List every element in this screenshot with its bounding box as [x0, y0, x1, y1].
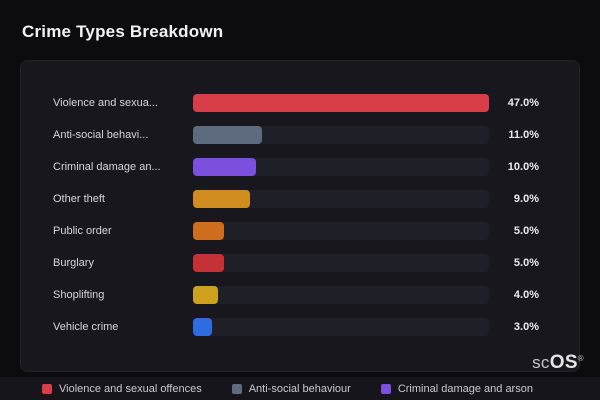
page-title: Crime Types Breakdown	[22, 22, 224, 41]
bar-track	[193, 126, 489, 144]
logo-text-bold: OS	[549, 352, 578, 373]
value-label: 47.0%	[507, 97, 539, 109]
chart-row: Vehicle crime 3.0%	[53, 318, 539, 336]
scos-logo: scOS®	[532, 352, 584, 374]
chart-card: Violence and sexua... 47.0% Anti-social …	[20, 60, 580, 372]
value-label: 9.0%	[513, 193, 539, 205]
bar[interactable]	[193, 94, 489, 112]
category-label: Shoplifting	[53, 289, 105, 301]
chart-row: Shoplifting 4.0%	[53, 286, 539, 304]
category-label: Burglary	[53, 257, 94, 269]
legend-label: Anti-social behaviour	[248, 382, 351, 395]
legend-item[interactable]: Violence and sexual offences	[42, 383, 202, 395]
legend-swatch-icon	[380, 383, 391, 394]
legend-item[interactable]: Anti-social behaviour	[231, 382, 351, 395]
bar[interactable]	[193, 286, 219, 304]
chart-row: Criminal damage an... 10.0%	[53, 158, 539, 176]
chart-row: Violence and sexua... 47.0%	[53, 94, 539, 112]
category-label: Violence and sexua...	[53, 97, 158, 109]
bar-track	[193, 254, 489, 272]
legend-item[interactable]: Criminal damage and arson	[380, 382, 533, 395]
registered-mark: ®	[577, 354, 584, 364]
bar[interactable]	[193, 222, 225, 240]
value-label: 5.0%	[513, 225, 539, 237]
bar[interactable]	[193, 254, 225, 272]
bar[interactable]	[193, 158, 256, 176]
chart-legend: Violence and sexual offences Anti-social…	[0, 377, 600, 400]
bar-track	[193, 318, 489, 336]
value-label: 3.0%	[513, 321, 539, 333]
category-label: Anti-social behavi...	[53, 129, 149, 141]
legend-label: Violence and sexual offences	[59, 382, 202, 395]
bar[interactable]	[193, 318, 212, 336]
chart-row: Other theft 9.0%	[53, 190, 539, 208]
chart-row: Anti-social behavi... 11.0%	[53, 126, 539, 144]
value-label: 4.0%	[513, 289, 539, 301]
bar-track	[193, 190, 489, 208]
bar-track	[193, 158, 489, 176]
chart-row: Burglary 5.0%	[53, 254, 539, 272]
value-label: 5.0%	[513, 257, 539, 269]
bar[interactable]	[193, 190, 250, 208]
value-label: 10.0%	[507, 161, 539, 173]
chart-row: Public order 5.0%	[53, 222, 539, 240]
bar[interactable]	[193, 126, 263, 144]
bar-track	[193, 286, 489, 304]
category-label: Other theft	[53, 193, 105, 205]
bar-chart: Violence and sexua... 47.0% Anti-social …	[53, 94, 539, 336]
category-label: Vehicle crime	[53, 321, 119, 333]
legend-swatch-icon	[42, 383, 52, 394]
logo-text-light: sc	[532, 353, 550, 372]
category-label: Public order	[53, 225, 112, 237]
bar-track	[193, 222, 489, 240]
value-label: 11.0%	[508, 129, 539, 141]
category-label: Criminal damage an...	[53, 161, 161, 173]
bar-track	[193, 94, 489, 112]
legend-swatch-icon	[231, 383, 242, 394]
legend-label: Criminal damage and arson	[397, 382, 533, 395]
